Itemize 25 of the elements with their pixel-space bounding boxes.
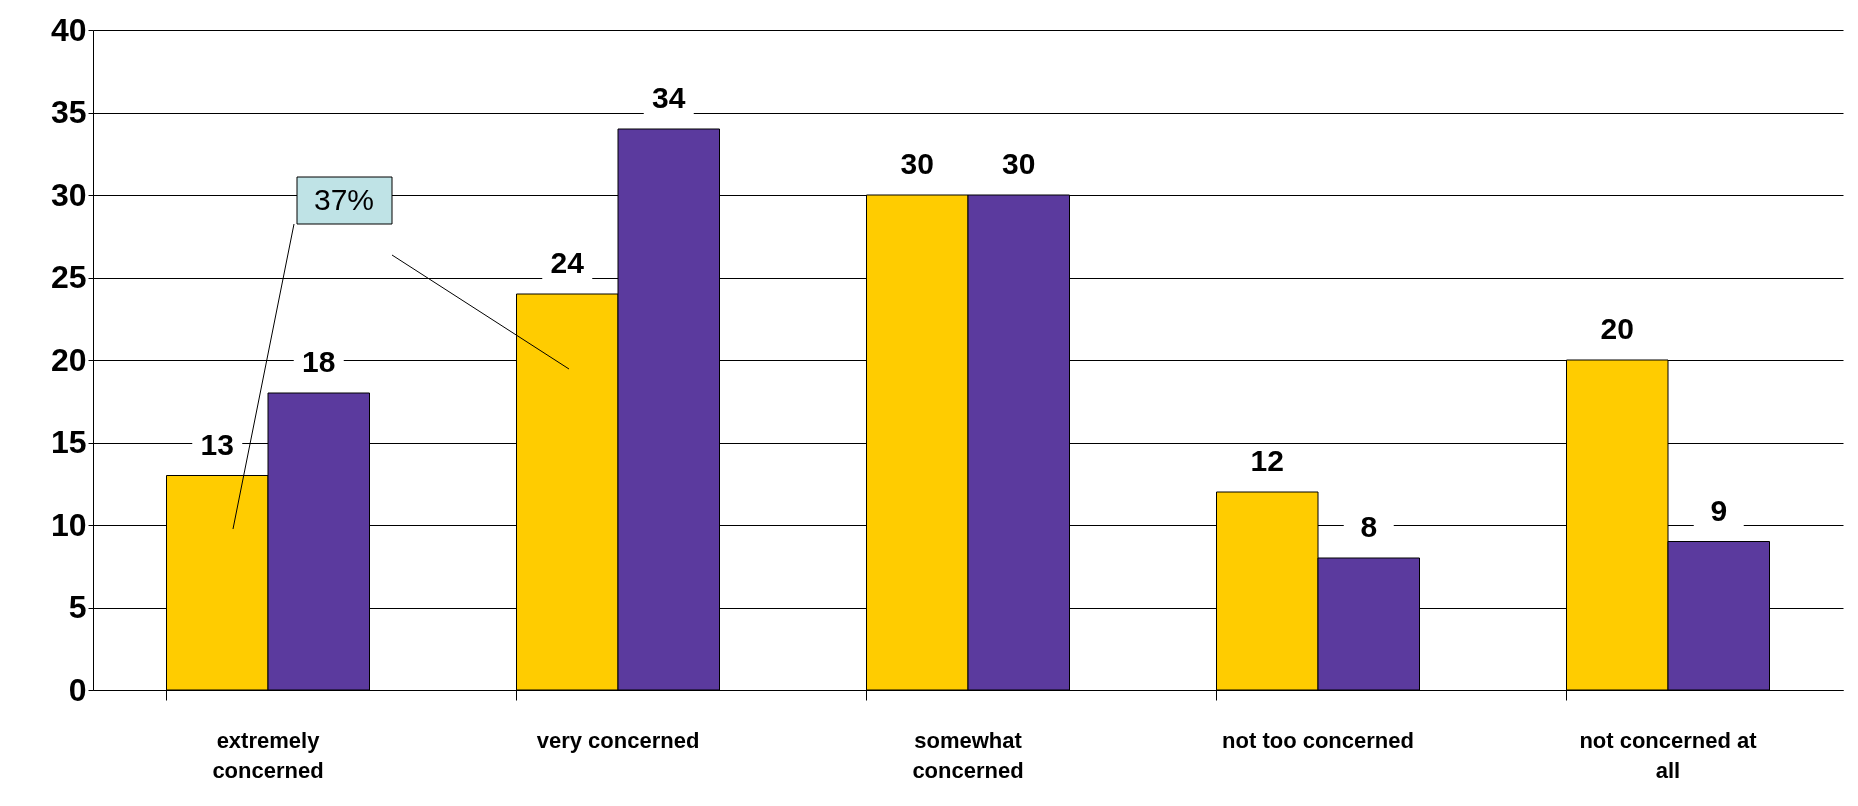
y-tick-label: 0 xyxy=(68,671,87,708)
data-label: 9 xyxy=(1710,493,1728,527)
data-label: 30 xyxy=(1002,147,1036,180)
y-tick-label: 20 xyxy=(50,341,87,378)
data-label: 12 xyxy=(1250,444,1284,477)
x-tick-label: not concerned at all xyxy=(1579,727,1758,783)
data-label: 34 xyxy=(652,81,686,114)
x-tick-label: extremely concerned xyxy=(212,727,324,783)
annotation: 37% xyxy=(313,183,375,216)
data-label: 13 xyxy=(200,427,234,461)
data-label: 20 xyxy=(1600,312,1634,345)
y-tick-label: 40 xyxy=(50,11,87,48)
x-tick-label: very concerned xyxy=(536,727,700,753)
x-tick-label: somewhat concerned xyxy=(912,727,1024,783)
data-label: 30 xyxy=(900,147,934,180)
y-tick-label: 10 xyxy=(50,506,87,543)
data-label: 18 xyxy=(302,345,336,378)
y-tick-label: 5 xyxy=(68,589,87,625)
y-tick-label: 15 xyxy=(50,424,87,460)
x-tick-label: not too concerned xyxy=(1222,727,1414,753)
y-tick-label: 35 xyxy=(50,94,87,130)
y-tick-label: 25 xyxy=(50,259,87,295)
data-label: 24 xyxy=(550,246,585,279)
y-tick-label: 30 xyxy=(50,176,87,213)
data-label: 8 xyxy=(1360,510,1378,543)
